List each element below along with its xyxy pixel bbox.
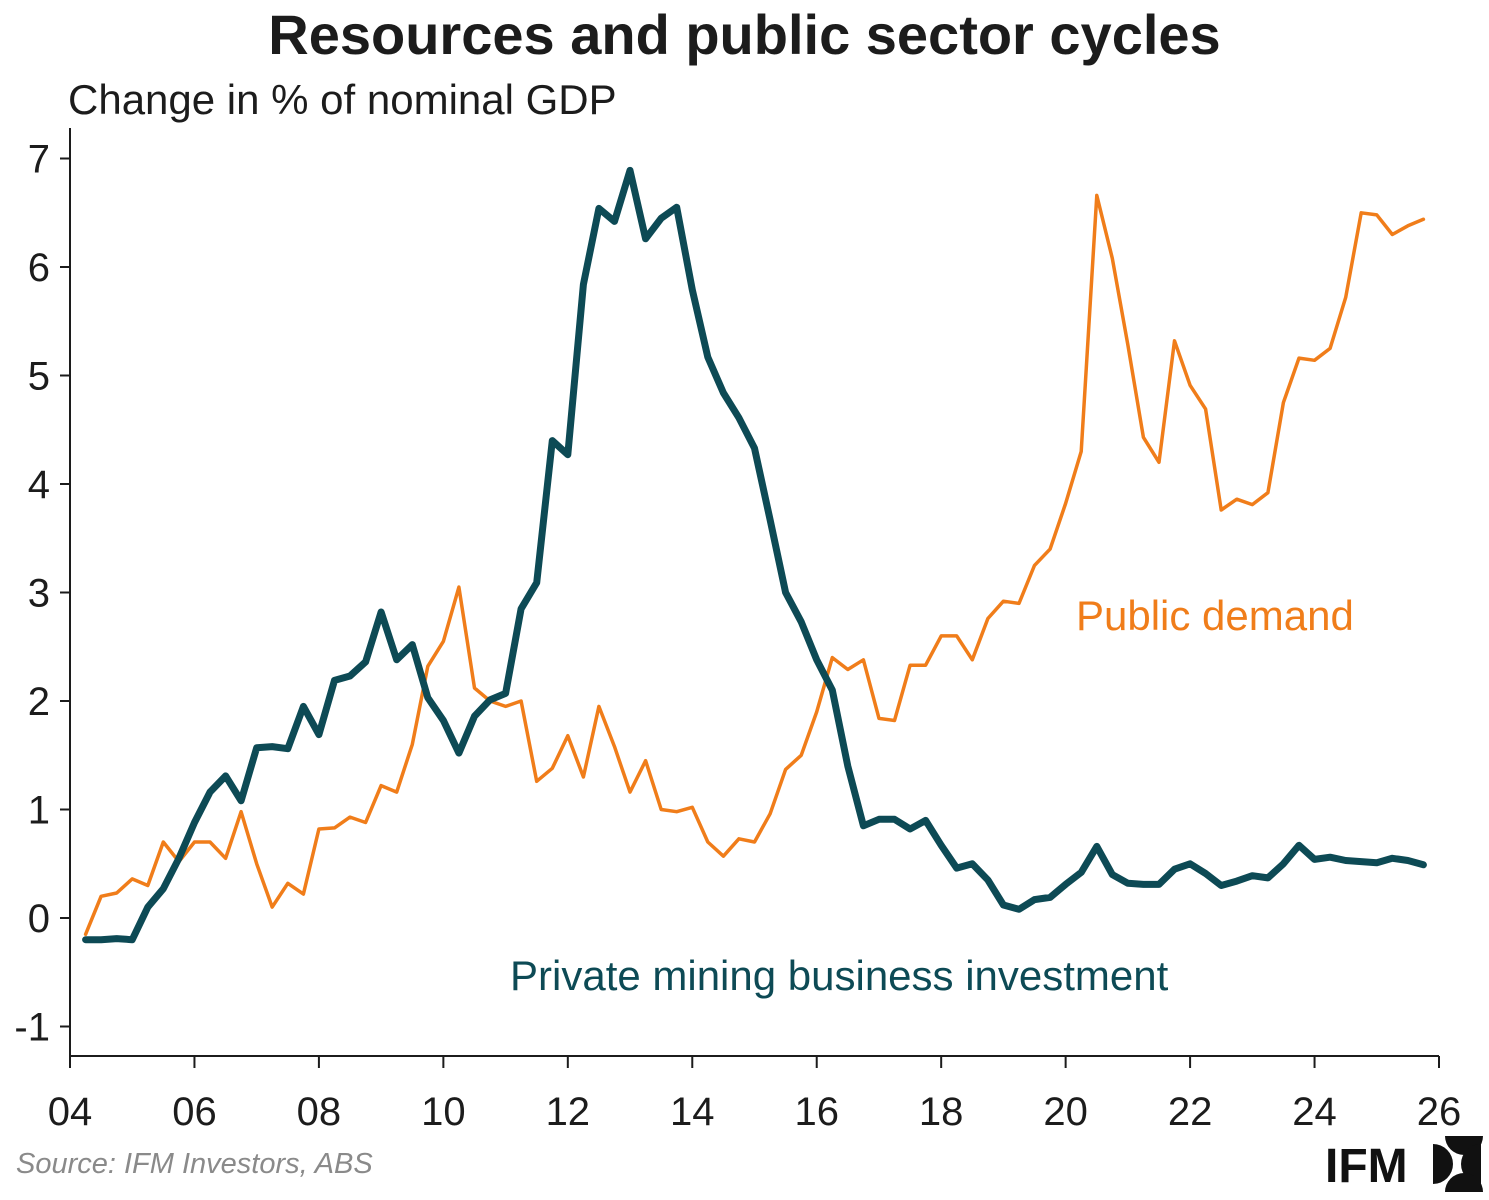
x-tick-label: 24: [1292, 1090, 1337, 1134]
x-tick-label: 26: [1417, 1090, 1462, 1134]
chart-title: Resources and public sector cycles: [268, 3, 1221, 66]
y-tick-label: 6: [28, 246, 50, 290]
x-tick-label: 16: [794, 1090, 839, 1134]
x-tick-label: 06: [172, 1090, 217, 1134]
series-label-public-demand: Public demand: [1076, 592, 1354, 639]
source-note: Source: IFM Investors, ABS: [16, 1148, 373, 1180]
y-axis-label: Change in % of nominal GDP: [68, 76, 617, 123]
y-tick-label: 3: [28, 572, 50, 616]
y-tick-label: 1: [28, 789, 50, 833]
x-tick-label: 12: [546, 1090, 591, 1134]
y-tick-label: 7: [28, 138, 50, 182]
y-tick-label: -1: [14, 1006, 50, 1050]
ifm-logo: IFM: [1325, 1134, 1485, 1199]
y-tick-label: 4: [28, 463, 50, 507]
logo-mark-icon: [1433, 1136, 1483, 1192]
x-tick-label: 22: [1168, 1090, 1213, 1134]
series-line-public-demand: [83, 193, 1426, 937]
series-line-private-mining: [82, 166, 1427, 944]
x-tick-label: 04: [48, 1090, 93, 1134]
logo-text: IFM: [1325, 1140, 1408, 1193]
x-tick-label: 10: [421, 1090, 466, 1134]
x-tick-label: 08: [297, 1090, 342, 1134]
x-tick-label: 18: [919, 1090, 964, 1134]
y-tick-label: 2: [28, 680, 50, 724]
x-tick-label: 14: [670, 1090, 715, 1134]
series-lines: [82, 166, 1427, 944]
y-tick-label: 5: [28, 355, 50, 399]
x-tick-label: 20: [1043, 1090, 1088, 1134]
series-label-private-mining: Private mining business investment: [510, 952, 1169, 999]
y-tick-label: 0: [28, 897, 50, 941]
